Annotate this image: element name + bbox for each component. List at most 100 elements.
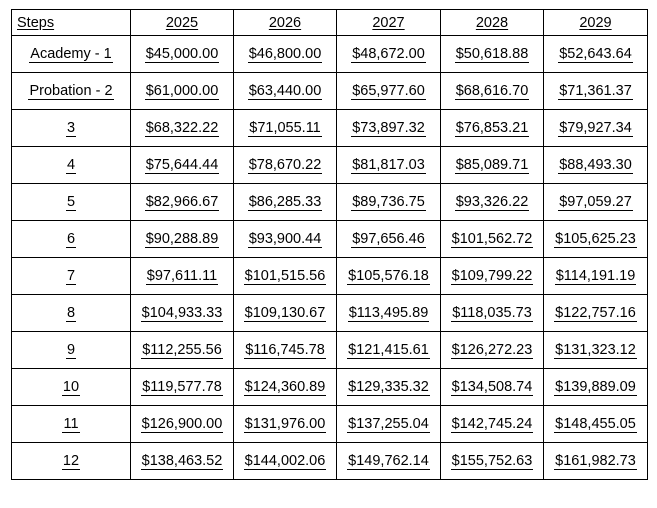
salary-value: $101,562.72 [450,230,534,248]
salary-value: $118,035.73 [451,304,533,322]
salary-value: $76,853.21 [454,119,530,137]
salary-cell: $116,745.78 [233,331,337,369]
salary-value: $71,361.37 [558,82,633,100]
salary-value: $105,576.18 [347,267,430,285]
step-cell: 10 [11,368,131,406]
salary-value: $142,745.24 [450,415,534,433]
salary-value: $112,255.56 [141,341,223,359]
column-header-steps: Steps [11,9,131,36]
header-row: Steps 2025 2026 2027 2028 2029 [11,9,648,36]
salary-value: $93,900.44 [247,230,323,248]
table-row: Academy - 1 $45,000.00 $46,800.00 $48,672.0… [11,35,648,73]
step-label: 9 [65,341,77,359]
step-cell: Probation - 2 [11,72,131,110]
salary-value: $73,897.32 [351,119,426,137]
step-label: 5 [65,193,77,211]
salary-value: $65,977.60 [351,82,426,100]
salary-cell: $89,736.75 [336,183,441,221]
step-label: 10 [61,378,81,396]
step-cell: 11 [11,405,131,443]
salary-value: $109,130.67 [243,304,327,322]
salary-schedule-table: Steps 2025 2026 2027 2028 2029 Academy -… [11,9,648,480]
salary-cell: $52,643.64 [543,35,648,73]
table-row: Probation - 2 $61,000.00 $63,440.00 $65,977… [11,72,648,110]
salary-value: $109,799.22 [450,267,534,285]
step-label: 3 [65,119,77,137]
salary-cell: $114,191.19 [543,257,648,295]
salary-cell: $142,745.24 [440,405,544,443]
column-header-2027: 2027 [336,9,441,36]
salary-cell: $97,611.11 [130,257,234,295]
salary-value: $78,670.22 [247,156,323,174]
table-row: 7 $97,611.11 $101,515.56 $105,576.18 $109,79… [11,257,648,295]
step-label: 4 [65,156,77,174]
salary-value: $88,493.30 [558,156,633,174]
step-cell: Academy - 1 [11,35,131,73]
salary-value: $124,360.89 [243,378,327,396]
salary-value: $86,285.33 [247,193,323,211]
salary-cell: $63,440.00 [233,72,337,110]
table-row: 6 $90,288.89 $93,900.44 $97,656.46 $101,562.… [11,220,648,258]
salary-cell: $82,966.67 [130,183,234,221]
salary-cell: $126,272.23 [440,331,544,369]
salary-value: $161,982.73 [554,452,637,470]
salary-cell: $124,360.89 [233,368,337,406]
salary-value: $68,616.70 [454,82,530,100]
salary-cell: $75,644.44 [130,146,234,184]
salary-value: $93,326.22 [454,193,530,211]
salary-value: $134,508.74 [450,378,534,396]
salary-cell: $93,326.22 [440,183,544,221]
salary-value: $75,644.44 [144,156,220,174]
salary-cell: $101,562.72 [440,220,544,258]
salary-value: $97,656.46 [351,230,426,248]
table-row: 10 $119,577.78 $124,360.89 $129,335.32 $134,… [11,368,648,406]
salary-cell: $65,977.60 [336,72,441,110]
salary-value: $45,000.00 [144,45,220,63]
salary-cell: $101,515.56 [233,257,337,295]
salary-value: $144,002.06 [243,452,327,470]
salary-value: $139,889.09 [554,378,637,396]
column-header-2025: 2025 [130,9,234,36]
salary-cell: $78,670.22 [233,146,337,184]
salary-value: $104,933.33 [140,304,224,322]
salary-cell: $149,762.14 [336,442,441,480]
salary-cell: $79,927.34 [543,109,648,147]
salary-cell: $90,288.89 [130,220,234,258]
salary-cell: $109,799.22 [440,257,544,295]
salary-value: $114,191.19 [554,267,637,285]
salary-value: $121,415.61 [347,341,430,359]
salary-value: $129,335.32 [347,378,430,396]
salary-cell: $129,335.32 [336,368,441,406]
step-label: Academy - 1 [29,45,113,63]
salary-value: $79,927.34 [558,119,633,137]
step-cell: 4 [11,146,131,184]
salary-value: $97,059.27 [558,193,633,211]
table-row: 9 $112,255.56 $116,745.78 $121,415.61 $126,2… [11,331,648,369]
salary-cell: $104,933.33 [130,294,234,332]
salary-value: $122,757.16 [554,304,637,322]
salary-cell: $131,976.00 [233,405,337,443]
salary-value: $116,745.78 [244,341,326,359]
step-label: Probation - 2 [28,82,114,100]
salary-value: $101,515.56 [243,267,327,285]
salary-cell: $81,817.03 [336,146,441,184]
salary-cell: $155,752.63 [440,442,544,480]
salary-value: $105,625.23 [554,230,637,248]
salary-cell: $61,000.00 [130,72,234,110]
column-header-2028: 2028 [440,9,544,36]
salary-cell: $93,900.44 [233,220,337,258]
salary-value: $97,611.11 [145,267,219,285]
salary-cell: $85,089.71 [440,146,544,184]
salary-cell: $50,618.88 [440,35,544,73]
salary-value: $149,762.14 [347,452,430,470]
salary-value: $71,055.11 [248,119,322,137]
salary-cell: $161,982.73 [543,442,648,480]
salary-value: $126,272.23 [450,341,534,359]
table-row: 11 $126,900.00 $131,976.00 $137,255.04 $142,… [11,405,648,443]
column-header-2026: 2026 [233,9,337,36]
salary-cell: $138,463.52 [130,442,234,480]
salary-cell: $122,757.16 [543,294,648,332]
salary-cell: $68,616.70 [440,72,544,110]
salary-cell: $118,035.73 [440,294,544,332]
salary-cell: $48,672.00 [336,35,441,73]
